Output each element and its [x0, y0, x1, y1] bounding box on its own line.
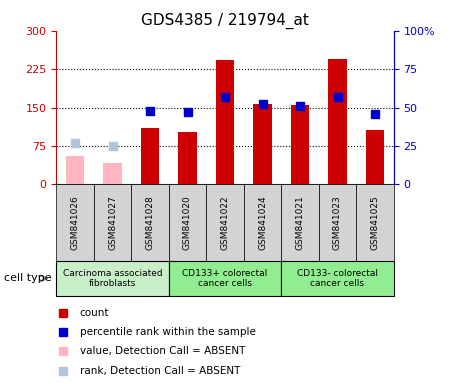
Bar: [216, 60, 234, 184]
FancyBboxPatch shape: [244, 184, 281, 261]
Text: count: count: [80, 308, 109, 318]
FancyBboxPatch shape: [281, 261, 394, 296]
FancyBboxPatch shape: [169, 184, 206, 261]
Text: cell type: cell type: [4, 273, 52, 283]
Bar: [365, 129, 384, 184]
Bar: [178, 132, 197, 184]
Text: percentile rank within the sample: percentile rank within the sample: [80, 327, 256, 337]
Text: GSM841022: GSM841022: [220, 195, 230, 250]
Text: GSM841027: GSM841027: [108, 195, 117, 250]
FancyBboxPatch shape: [356, 184, 394, 261]
FancyBboxPatch shape: [206, 184, 244, 261]
Text: GSM841024: GSM841024: [258, 195, 267, 250]
FancyBboxPatch shape: [319, 184, 356, 261]
Text: rank, Detection Call = ABSENT: rank, Detection Call = ABSENT: [80, 366, 240, 376]
Bar: [140, 128, 159, 184]
FancyBboxPatch shape: [131, 184, 169, 261]
Text: GSM841020: GSM841020: [183, 195, 192, 250]
Text: Carcinoma associated
fibroblasts: Carcinoma associated fibroblasts: [63, 269, 162, 288]
Bar: [103, 163, 122, 184]
Text: GSM841025: GSM841025: [370, 195, 379, 250]
FancyBboxPatch shape: [169, 261, 281, 296]
Text: CD133- colorectal
cancer cells: CD133- colorectal cancer cells: [297, 269, 378, 288]
Text: CD133+ colorectal
cancer cells: CD133+ colorectal cancer cells: [182, 269, 268, 288]
FancyBboxPatch shape: [281, 184, 319, 261]
FancyBboxPatch shape: [56, 261, 169, 296]
FancyBboxPatch shape: [94, 184, 131, 261]
Text: GSM841021: GSM841021: [296, 195, 305, 250]
Bar: [291, 105, 310, 184]
Text: value, Detection Call = ABSENT: value, Detection Call = ABSENT: [80, 346, 245, 356]
Text: GSM841028: GSM841028: [145, 195, 154, 250]
Text: GSM841023: GSM841023: [333, 195, 342, 250]
Bar: [253, 104, 272, 184]
Bar: [328, 60, 347, 184]
Bar: [66, 156, 85, 184]
Title: GDS4385 / 219794_at: GDS4385 / 219794_at: [141, 13, 309, 29]
FancyBboxPatch shape: [56, 184, 94, 261]
Text: GSM841026: GSM841026: [71, 195, 80, 250]
